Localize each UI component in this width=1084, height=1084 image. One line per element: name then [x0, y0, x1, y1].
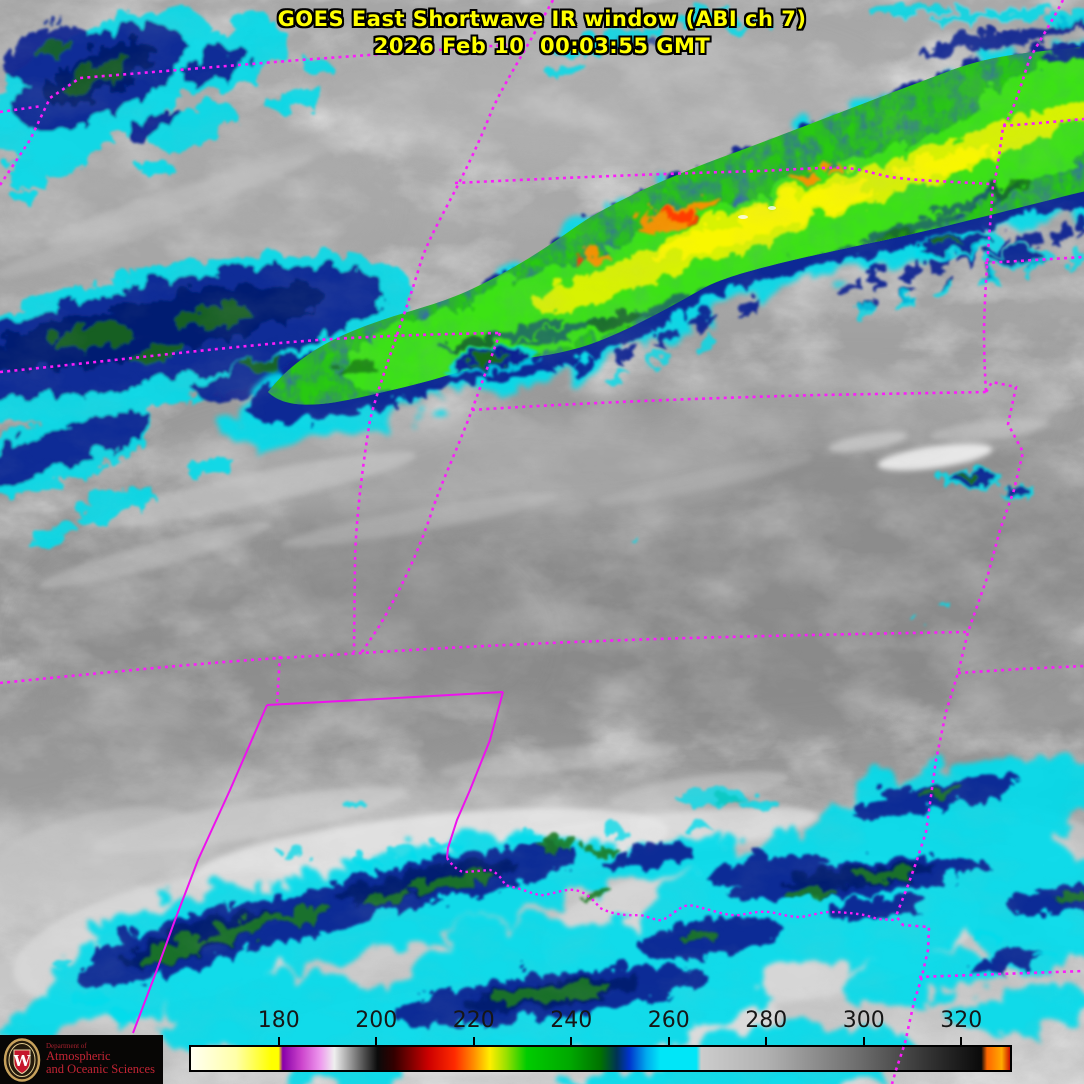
logo-name-line1: Atmospheric — [46, 1049, 111, 1063]
colorbar-tick-label: 240 — [550, 1008, 593, 1033]
colorbar-tick — [765, 1037, 768, 1046]
logo-name-line2: and Oceanic Sciences — [46, 1062, 155, 1076]
colorbar-tick-label: 320 — [940, 1008, 983, 1033]
colorbar-tick-label: 280 — [745, 1008, 788, 1033]
colorbar-tick — [472, 1037, 475, 1046]
colorbar-tick — [570, 1037, 573, 1046]
colorbar-tick-label: 260 — [647, 1008, 690, 1033]
timestamp: 2026 Feb 10 00:03:55 GMT — [373, 34, 711, 58]
colorbar-tick-label: 200 — [355, 1008, 398, 1033]
aos-logo: W Department of Atmospheric and Oceanic … — [0, 1035, 163, 1084]
colorbar-tick-label: 300 — [842, 1008, 885, 1033]
university-crest-icon: W — [3, 1037, 41, 1082]
colorbar-tick — [375, 1037, 378, 1046]
colorbar-tick — [667, 1037, 670, 1046]
logo-department-line: Department of — [46, 1042, 87, 1050]
title-block: GOES East Shortwave IR window (ABI ch 7)… — [0, 6, 1084, 60]
logo-text: Department of Atmospheric and Oceanic Sc… — [46, 1043, 155, 1076]
colorbar-tick — [862, 1037, 865, 1046]
temperature-colorbar — [189, 1045, 1012, 1072]
colorbar-tick-label: 220 — [452, 1008, 495, 1033]
svg-text:W: W — [13, 1052, 32, 1070]
page-title: GOES East Shortwave IR window (ABI ch 7) — [277, 7, 807, 31]
colorbar-tick — [277, 1037, 280, 1046]
colorbar-tick-label: 180 — [257, 1008, 300, 1033]
